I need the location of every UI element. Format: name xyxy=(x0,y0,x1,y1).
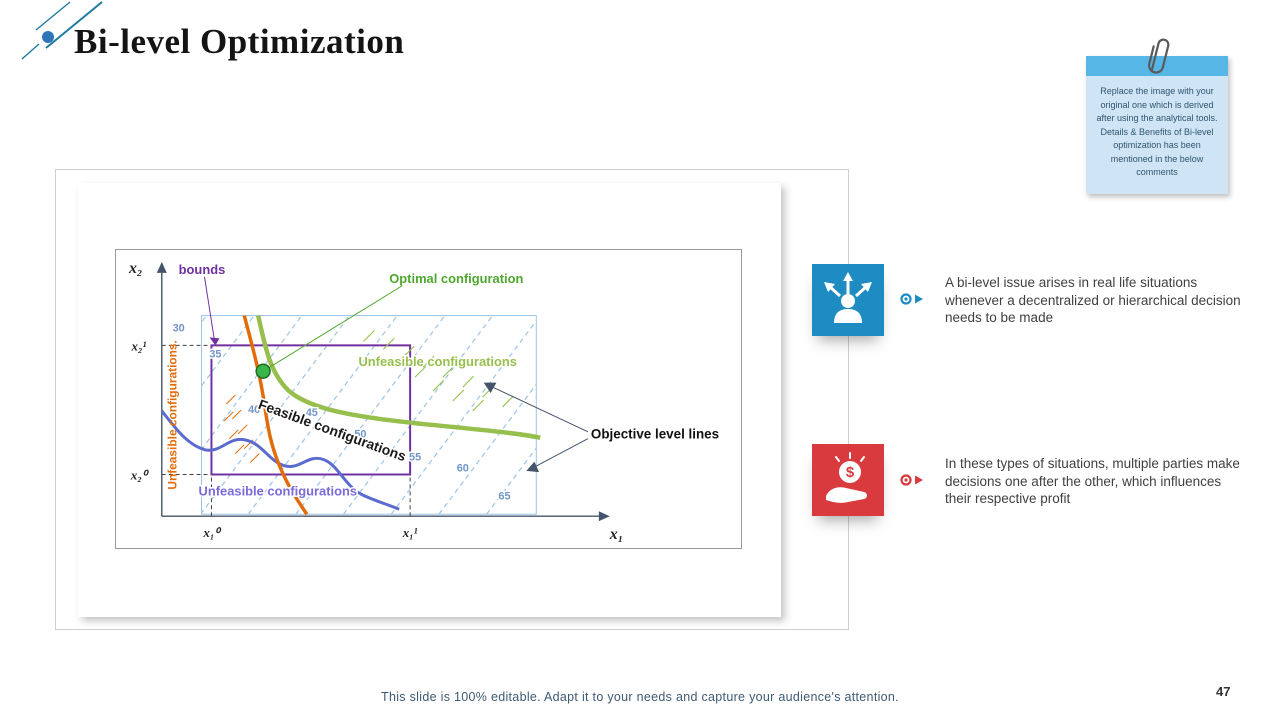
unfeasible-right-label: Unfeasible configurations xyxy=(358,354,516,369)
axes xyxy=(156,261,610,522)
bilevel-optimization-plot: 30 35 40 45 50 55 60 65 x₂ x₁ x₂¹ x₂⁰ x₁… xyxy=(128,260,719,543)
svg-text:$: $ xyxy=(846,464,855,481)
bounds-pointer-line xyxy=(204,276,215,341)
page-number: 47 xyxy=(1216,684,1231,699)
orange-hatch-marks xyxy=(224,394,260,463)
green-hatch-marks xyxy=(363,330,514,412)
axis-labels: x₂ x₁ x₂¹ x₂⁰ x₁⁰ x₁¹ xyxy=(128,260,623,543)
y-tick-0: x₂⁰ xyxy=(130,467,150,482)
pen-decoration-icon xyxy=(21,1,103,60)
sticky-note-header xyxy=(1086,56,1228,76)
level-value: 35 xyxy=(209,348,221,360)
x-tick-1: x₁¹ xyxy=(402,525,418,540)
hand-dollar-icon: $ xyxy=(812,444,884,516)
optimal-pointer-line xyxy=(267,285,403,369)
x-tick-0: x₁⁰ xyxy=(202,525,222,540)
level-value: 45 xyxy=(306,407,318,419)
level-value-labels: 30 35 40 45 50 55 60 65 xyxy=(171,321,512,504)
feasible-label: Feasible configurations xyxy=(256,396,408,464)
y-tick-1: x₂¹ xyxy=(131,338,147,353)
paperclip-icon xyxy=(1148,38,1170,74)
green-constraint-curve xyxy=(255,315,541,440)
bullet-marker-icon xyxy=(900,293,923,305)
level-value: 65 xyxy=(498,490,510,502)
level-value: 55 xyxy=(409,452,421,464)
bullet-marker-icon xyxy=(900,474,923,486)
unfeasible-bottom-label: Unfeasible configurations xyxy=(199,483,357,498)
level-value: 40 xyxy=(248,404,260,416)
optimal-point xyxy=(255,363,271,379)
y-axis-label: x₂ xyxy=(128,260,142,277)
level-lines-region xyxy=(201,315,537,515)
tick-guides xyxy=(161,344,411,517)
footer-note: This slide is 100% editable. Adapt it to… xyxy=(381,690,899,704)
optimal-configuration-label: Optimal configuration xyxy=(389,271,523,286)
sticky-note: Replace the image with your original one… xyxy=(1086,56,1228,194)
decision-person-icon xyxy=(812,264,884,336)
objective-level-lines-label: Objective level lines xyxy=(591,427,719,442)
objective-arrows xyxy=(483,382,589,473)
optimization-diagram: 30 35 40 45 50 55 60 65 x₂ x₁ x₂¹ x₂⁰ x₁… xyxy=(115,249,742,549)
callout-text-2: In these types of situations, multiple p… xyxy=(945,456,1240,506)
blue-dot xyxy=(42,31,54,43)
page-title: Bi-level Optimization xyxy=(74,22,405,61)
unfeasible-left-label: Unfeasible configurations. xyxy=(166,340,180,490)
blue-constraint-curve xyxy=(160,409,400,511)
objective-level-lines xyxy=(201,315,537,515)
level-value: 50 xyxy=(354,429,366,441)
bounds-box xyxy=(210,344,412,476)
level-value: 30 xyxy=(173,322,185,334)
orange-constraint-curve xyxy=(242,315,309,516)
bounds-label: bounds xyxy=(179,262,226,277)
sticky-note-text: Replace the image with your original one… xyxy=(1086,76,1228,194)
x-axis-label: x₁ xyxy=(609,526,623,543)
callout-text-1: A bi-level issue arises in real life sit… xyxy=(945,275,1241,325)
level-value: 60 xyxy=(457,463,469,475)
